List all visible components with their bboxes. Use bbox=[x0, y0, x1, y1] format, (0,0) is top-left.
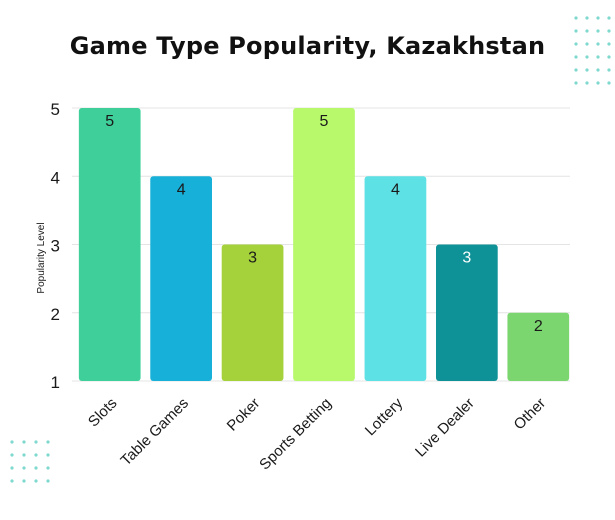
decorative-dot bbox=[46, 453, 50, 457]
decorative-dot bbox=[585, 42, 589, 46]
decorative-dot bbox=[585, 81, 589, 85]
bar-slots bbox=[78, 108, 141, 381]
decorative-dot bbox=[34, 466, 38, 470]
data-label: 2 bbox=[534, 318, 543, 335]
decorative-dot bbox=[574, 81, 578, 85]
decorative-dot bbox=[607, 42, 611, 46]
y-axis-label: Popularity Level bbox=[36, 222, 47, 293]
data-label: 3 bbox=[462, 250, 471, 267]
decorative-dot bbox=[22, 453, 26, 457]
decorative-dot bbox=[607, 16, 611, 20]
decorative-dot bbox=[22, 479, 26, 483]
decorative-dot bbox=[607, 81, 611, 85]
decorative-dot bbox=[34, 453, 38, 457]
chart-title: Game Type Popularity, Kazakhstan bbox=[69, 32, 546, 60]
decorative-dot bbox=[607, 29, 611, 33]
data-label: 3 bbox=[248, 250, 257, 267]
decorative-dot bbox=[596, 16, 600, 20]
decorative-dot bbox=[574, 16, 578, 20]
decorative-dot bbox=[596, 81, 600, 85]
decorative-dot bbox=[574, 55, 578, 59]
bar-sports-betting bbox=[293, 108, 355, 381]
decorative-dot bbox=[596, 42, 600, 46]
decorative-dot bbox=[46, 440, 50, 444]
decorative-dot bbox=[607, 55, 611, 59]
decorative-dot bbox=[46, 479, 50, 483]
decorative-dot bbox=[574, 42, 578, 46]
data-label: 5 bbox=[320, 113, 329, 130]
x-tick-label: Table Games bbox=[117, 395, 192, 470]
y-tick-label: 3 bbox=[51, 237, 60, 256]
x-tick-label: Other bbox=[511, 395, 550, 434]
x-tick-label: Slots bbox=[85, 395, 121, 431]
decorative-dot bbox=[596, 68, 600, 72]
data-label: 5 bbox=[105, 113, 114, 130]
bar-table-games bbox=[150, 176, 212, 381]
y-tick-label: 1 bbox=[51, 373, 60, 392]
decorative-dot bbox=[596, 55, 600, 59]
x-tick-label: Poker bbox=[224, 395, 264, 435]
decorative-dot bbox=[10, 479, 14, 483]
decorative-dot bbox=[596, 29, 600, 33]
decorative-dot bbox=[10, 466, 14, 470]
decorative-dot bbox=[585, 68, 589, 72]
y-tick-label: 5 bbox=[51, 100, 60, 119]
y-tick-label: 4 bbox=[51, 168, 60, 187]
x-tick-label: Sports Betting bbox=[256, 395, 335, 474]
bar-live-dealer bbox=[436, 244, 498, 381]
x-tick-label: Live Dealer bbox=[412, 395, 478, 461]
data-label: 4 bbox=[391, 181, 400, 198]
decorative-dot bbox=[34, 479, 38, 483]
decorative-dot bbox=[34, 440, 38, 444]
bar-poker bbox=[221, 244, 284, 381]
decorative-dot bbox=[574, 68, 578, 72]
decorative-dot bbox=[10, 440, 14, 444]
bar-other bbox=[507, 312, 570, 381]
decorative-dot bbox=[585, 55, 589, 59]
data-label: 4 bbox=[177, 181, 186, 198]
decorative-dot bbox=[22, 466, 26, 470]
decorative-dot bbox=[585, 16, 589, 20]
decorative-dot bbox=[10, 453, 14, 457]
decorative-dot bbox=[574, 29, 578, 33]
y-tick-label: 2 bbox=[51, 305, 60, 324]
decorative-dot bbox=[46, 466, 50, 470]
x-tick-label: Lottery bbox=[362, 394, 407, 439]
decorative-dot bbox=[607, 68, 611, 72]
bar-lottery bbox=[364, 176, 427, 381]
decorative-dot bbox=[22, 440, 26, 444]
decorative-dot bbox=[585, 29, 589, 33]
